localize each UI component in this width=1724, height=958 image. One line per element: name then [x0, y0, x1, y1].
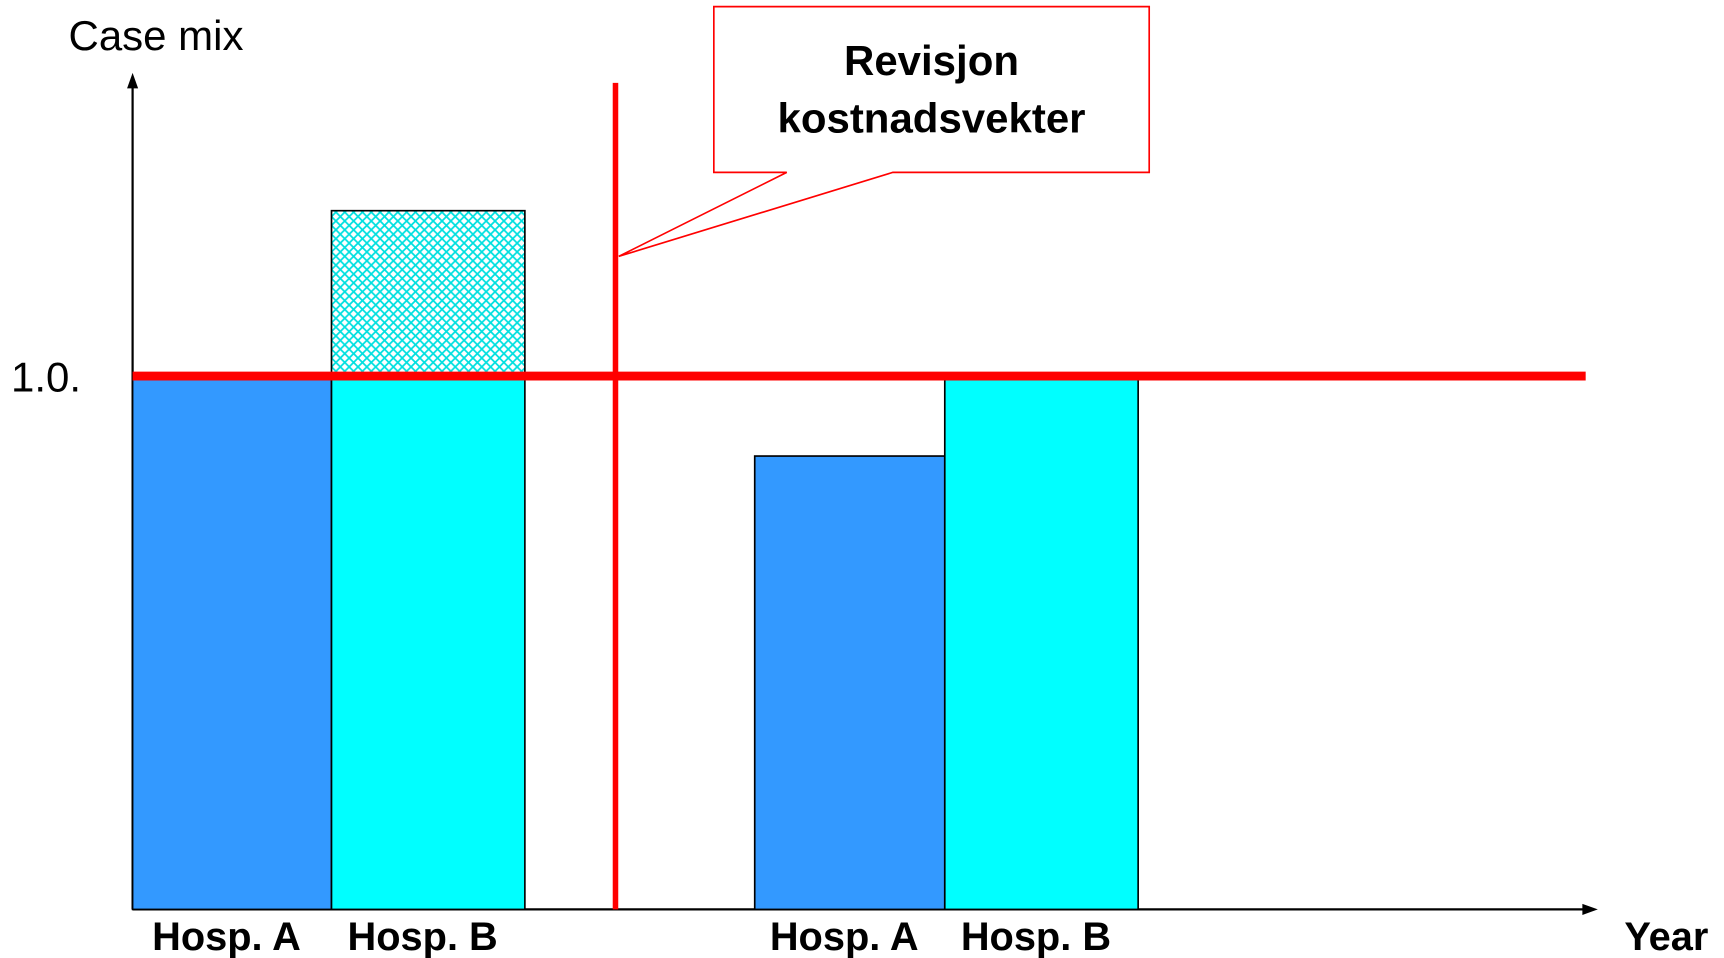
bar	[943, 375, 1139, 911]
y-tick-label: 1.0.	[11, 354, 81, 401]
x-axis-arrow	[1582, 903, 1598, 915]
x-tick-label: Hosp. A	[152, 915, 301, 958]
plot: Case mix Year Revisjon kostnadsvekter Ho…	[11, 5, 1708, 958]
bar	[131, 375, 333, 911]
x-tick-label: Hosp. B	[348, 915, 498, 958]
y-axis-label: Case mix	[69, 12, 244, 59]
bar	[330, 375, 526, 911]
callout-box	[618, 5, 1151, 258]
bar-extra	[330, 209, 526, 377]
x-tick-label: Hosp. A	[770, 915, 919, 958]
x-tick-label: Hosp. B	[961, 915, 1111, 958]
y-axis-arrow	[127, 72, 139, 89]
bar	[753, 455, 946, 911]
x-axis-label: Year	[1624, 915, 1708, 958]
callout-text: kostnadsvekter	[777, 95, 1085, 142]
callout-text: Revisjon	[844, 37, 1019, 84]
